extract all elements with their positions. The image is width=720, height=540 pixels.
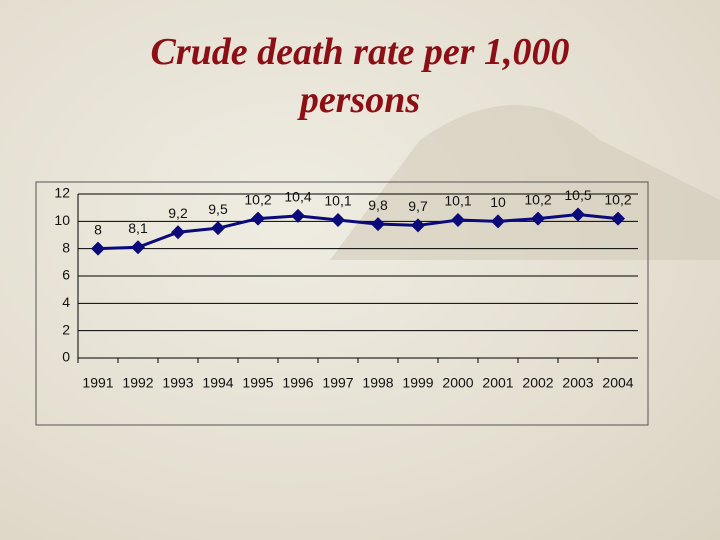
data-label: 8,1	[128, 220, 148, 236]
data-point	[611, 211, 625, 226]
x-tick-label: 2000	[442, 375, 473, 391]
data-point	[291, 208, 305, 223]
x-tick-label: 1996	[282, 375, 313, 391]
data-label: 8	[94, 221, 102, 237]
data-point	[331, 212, 345, 227]
y-tick-label: 12	[54, 185, 70, 201]
y-tick-label: 6	[62, 267, 70, 283]
y-tick-label: 0	[62, 349, 70, 365]
data-label: 10,5	[564, 187, 591, 203]
y-tick-label: 10	[54, 212, 70, 228]
y-tick-label: 4	[62, 294, 70, 310]
data-label: 10,2	[524, 191, 551, 207]
data-label: 10,2	[604, 191, 631, 207]
data-label: 9,5	[208, 201, 228, 217]
x-tick-label: 1991	[82, 375, 113, 391]
data-point	[371, 217, 385, 232]
x-tick-label: 1997	[322, 375, 353, 391]
chart-frame	[35, 181, 649, 426]
data-label: 9,8	[368, 197, 388, 213]
x-tick-label: 1999	[402, 375, 433, 391]
data-point	[411, 218, 425, 233]
data-point	[571, 207, 585, 222]
y-tick-label: 8	[62, 239, 70, 255]
x-tick-label: 1992	[122, 375, 153, 391]
x-tick-label: 2001	[482, 375, 513, 391]
data-point	[251, 211, 265, 226]
data-point	[531, 211, 545, 226]
x-tick-label: 1998	[362, 375, 393, 391]
data-label: 9,7	[408, 198, 428, 214]
x-tick-label: 2004	[602, 375, 633, 391]
x-tick-label: 2003	[562, 375, 593, 391]
x-tick-label: 1994	[202, 375, 233, 391]
data-label: 10,2	[244, 191, 271, 207]
data-point	[451, 212, 465, 227]
data-point	[171, 225, 185, 240]
data-point	[131, 240, 145, 255]
x-tick-label: 2002	[522, 375, 553, 391]
data-label: 10,1	[324, 193, 351, 209]
data-point	[91, 241, 105, 256]
data-line	[97, 212, 619, 251]
data-point	[491, 214, 505, 229]
data-label: 10,4	[284, 189, 311, 205]
x-tick-label: 1993	[162, 375, 193, 391]
data-label: 10,1	[444, 193, 471, 209]
data-point	[211, 221, 225, 236]
chart-title: Crude death rate per 1,000 persons	[150, 31, 570, 121]
data-label: 10	[490, 194, 506, 210]
y-tick-label: 2	[62, 321, 70, 337]
x-tick-label: 1995	[242, 375, 273, 391]
data-label: 9,2	[168, 205, 188, 221]
